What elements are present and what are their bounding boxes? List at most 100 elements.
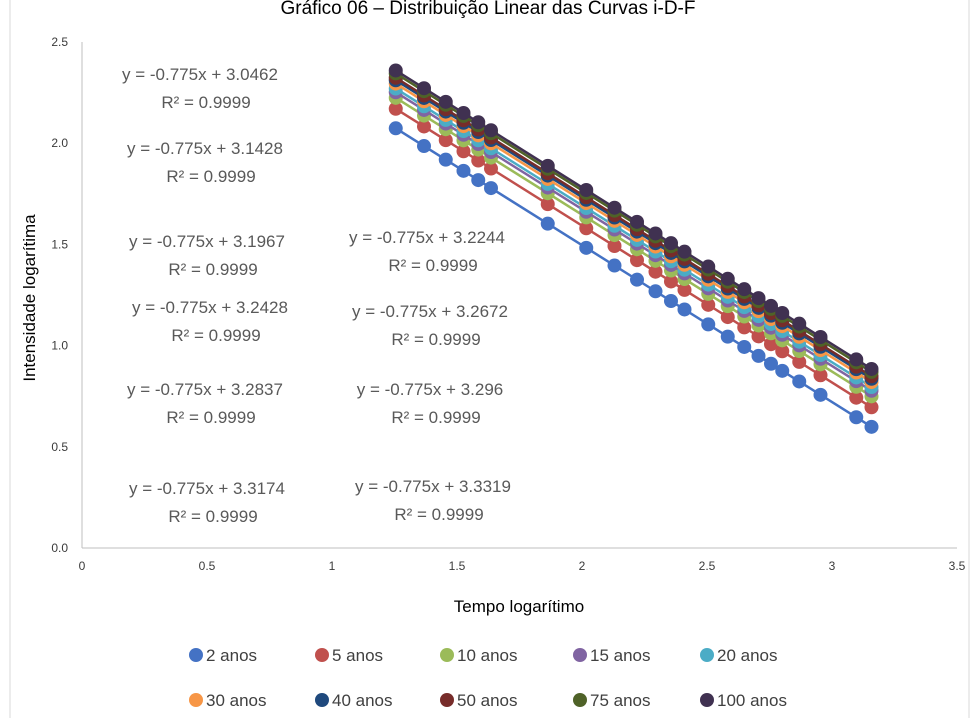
trendline-equation: y = -0.775x + 3.296	[357, 380, 504, 399]
data-point	[751, 329, 766, 344]
data-point	[484, 161, 498, 176]
x-tick-label: 1	[329, 559, 336, 573]
data-point	[456, 144, 471, 159]
legend-label: 5 anos	[332, 646, 383, 665]
legend-marker	[315, 648, 329, 662]
legend-item-15-anos: 15 anos	[573, 646, 651, 665]
trendline-r2: R² = 0.9999	[168, 507, 257, 526]
data-point	[607, 200, 622, 215]
trendline-equation: y = -0.775x + 3.3174	[129, 479, 285, 498]
data-point	[471, 153, 486, 168]
data-point	[648, 264, 663, 279]
data-point	[775, 344, 790, 359]
data-point	[388, 101, 403, 116]
trendline-equation: y = -0.775x + 3.1428	[127, 139, 283, 158]
legend-item-40-anos: 40 anos	[315, 691, 393, 710]
chart-title: Gráfico 06 – Distribuição Linear das Cur…	[281, 0, 696, 19]
legend-label: 75 anos	[590, 691, 651, 710]
data-point	[764, 356, 778, 371]
data-point	[484, 181, 498, 196]
y-tick-label: 0.5	[51, 440, 68, 454]
trendline-r2: R² = 0.9999	[394, 505, 483, 524]
data-point	[813, 387, 828, 402]
legend-item-20-anos: 20 anos	[700, 646, 778, 665]
trendline-r2: R² = 0.9999	[388, 256, 477, 275]
legend-label: 2 anos	[206, 646, 257, 665]
legend-item-5-anos: 5 anos	[315, 646, 383, 665]
y-tick-label: 2.5	[51, 35, 68, 49]
trendline-r2: R² = 0.9999	[168, 260, 257, 279]
legend-item-75-anos: 75 anos	[573, 691, 651, 710]
data-point	[438, 94, 453, 109]
data-point	[764, 298, 778, 313]
data-point	[701, 297, 716, 312]
x-tick-label: 2	[579, 559, 586, 573]
data-point	[720, 271, 735, 286]
data-point	[677, 302, 692, 317]
data-point	[737, 320, 752, 335]
plot-area: 0 0.5 1 1.5 2 2.5 3 3.5 0.0 0.5 1.0 1.5 2.0 2.5 y = -0…	[51, 35, 965, 573]
legend-marker	[573, 648, 587, 662]
legend-item-30-anos: 30 anos	[189, 691, 267, 710]
data-point	[792, 354, 807, 369]
data-point	[664, 274, 678, 289]
y-tick-label: 1.0	[51, 339, 68, 353]
series-2-anos	[388, 121, 879, 434]
legend-marker	[315, 693, 329, 707]
data-point	[813, 329, 828, 344]
trendline-r2: R² = 0.9999	[166, 167, 255, 186]
series-100-anos	[388, 63, 879, 376]
data-point	[630, 272, 644, 287]
data-point	[701, 317, 716, 332]
data-point	[456, 105, 471, 120]
data-point	[775, 363, 790, 378]
trendline-r2: R² = 0.9999	[391, 330, 480, 349]
legend: 2 anos 5 anos 10 anos 15 anos 20 anos 30 anos…	[189, 646, 787, 710]
data-point	[751, 348, 766, 363]
data-point	[540, 158, 555, 173]
data-point	[630, 214, 644, 229]
data-point	[813, 368, 828, 383]
x-tick-label: 2.5	[699, 559, 716, 573]
data-point	[792, 374, 807, 389]
data-point	[864, 361, 879, 376]
data-point	[849, 390, 864, 405]
data-point	[607, 258, 622, 273]
data-point	[792, 316, 807, 331]
data-point	[764, 337, 778, 352]
data-point	[677, 282, 692, 297]
legend-item-10-anos: 10 anos	[440, 646, 518, 665]
x-tick-label: 3.5	[949, 559, 966, 573]
data-point	[864, 419, 879, 434]
data-point	[664, 236, 678, 251]
legend-label: 100 anos	[717, 691, 787, 710]
legend-marker	[440, 693, 454, 707]
data-point	[540, 197, 555, 212]
legend-marker	[189, 648, 203, 662]
trendline-equation: y = -0.775x + 3.3319	[355, 477, 511, 496]
legend-item-50-anos: 50 anos	[440, 691, 518, 710]
data-point	[438, 133, 453, 148]
data-point	[540, 216, 555, 231]
data-point	[775, 305, 790, 320]
x-tick-label: 1.5	[449, 559, 466, 573]
data-point	[579, 240, 594, 255]
data-point	[607, 239, 622, 254]
data-point	[417, 139, 431, 154]
legend-item-2-anos: 2 anos	[189, 646, 257, 665]
data-point	[417, 119, 431, 134]
data-point	[579, 221, 594, 236]
data-point	[701, 259, 716, 274]
legend-marker	[573, 693, 587, 707]
data-point	[630, 253, 644, 268]
legend-marker	[700, 693, 714, 707]
data-point	[849, 410, 864, 425]
legend-label: 15 anos	[590, 646, 651, 665]
legend-marker	[700, 648, 714, 662]
trendline-r2: R² = 0.9999	[161, 93, 250, 112]
legend-marker	[440, 648, 454, 662]
trendline-equation: y = -0.775x + 3.2837	[127, 380, 283, 399]
legend-label: 30 anos	[206, 691, 267, 710]
trendline-equation: y = -0.775x + 3.1967	[129, 232, 285, 251]
